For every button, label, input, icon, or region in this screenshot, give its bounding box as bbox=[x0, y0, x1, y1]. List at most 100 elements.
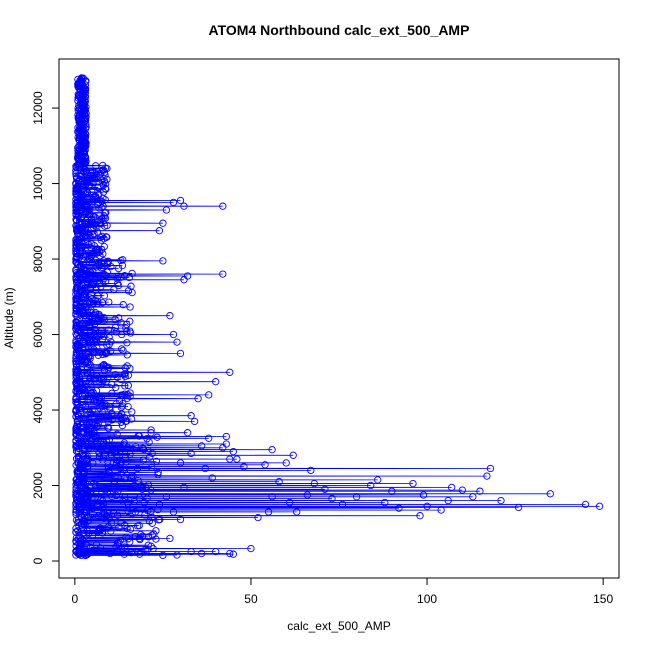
data-point bbox=[197, 442, 206, 450]
data-point bbox=[162, 206, 171, 214]
data-point bbox=[128, 509, 136, 518]
data-point bbox=[102, 401, 110, 409]
data-point bbox=[81, 402, 90, 410]
data-point bbox=[166, 534, 174, 543]
data-point bbox=[98, 215, 106, 223]
data-point bbox=[94, 292, 102, 300]
data-point bbox=[92, 162, 100, 170]
data-point bbox=[137, 530, 145, 539]
data-point bbox=[129, 482, 138, 490]
data-point bbox=[94, 184, 102, 192]
data-point bbox=[338, 500, 347, 509]
data-point bbox=[92, 284, 100, 292]
data-point bbox=[113, 547, 121, 555]
data-point bbox=[134, 476, 142, 485]
data-point bbox=[121, 453, 130, 462]
data-point bbox=[107, 450, 115, 459]
data-point bbox=[233, 455, 241, 463]
data-point bbox=[240, 463, 248, 471]
data-point bbox=[86, 352, 94, 360]
data-point bbox=[141, 511, 149, 519]
data-point bbox=[88, 495, 96, 503]
data-point bbox=[119, 346, 127, 355]
data-point bbox=[79, 290, 88, 298]
data-point bbox=[85, 360, 93, 368]
data-point bbox=[112, 543, 120, 551]
data-point bbox=[173, 338, 181, 346]
data-point bbox=[81, 339, 89, 347]
data-point bbox=[140, 498, 148, 507]
data-point bbox=[212, 378, 220, 386]
data-point bbox=[180, 276, 188, 284]
data-point bbox=[89, 267, 97, 275]
data-point bbox=[116, 413, 125, 421]
data-point bbox=[268, 446, 276, 454]
data-point bbox=[187, 547, 195, 556]
data-point bbox=[101, 214, 110, 222]
data-point bbox=[124, 390, 132, 399]
data-point bbox=[136, 550, 144, 558]
data-point bbox=[119, 301, 127, 309]
data-point bbox=[176, 196, 185, 205]
data-point bbox=[126, 450, 134, 458]
data-point bbox=[111, 473, 119, 481]
data-point bbox=[73, 217, 81, 225]
data-point bbox=[97, 236, 106, 244]
y-tick-label: 0 bbox=[31, 557, 45, 564]
data-point bbox=[135, 432, 143, 440]
data-point bbox=[143, 546, 151, 554]
data-point bbox=[80, 429, 88, 437]
data-point bbox=[96, 252, 104, 260]
data-point bbox=[190, 417, 199, 426]
x-tick-label: 0 bbox=[72, 592, 79, 606]
data-point bbox=[118, 545, 126, 553]
data-point bbox=[423, 502, 431, 510]
data-point bbox=[219, 444, 227, 452]
data-point bbox=[124, 507, 132, 515]
data-point bbox=[159, 551, 167, 560]
data-point bbox=[147, 507, 155, 516]
data-point bbox=[514, 503, 523, 512]
data-point bbox=[226, 455, 234, 463]
data-point bbox=[546, 490, 554, 498]
data-point bbox=[113, 430, 121, 438]
data-point bbox=[148, 519, 156, 527]
data-point bbox=[120, 550, 128, 558]
data-point bbox=[103, 341, 111, 349]
data-point bbox=[159, 219, 167, 227]
data-point bbox=[108, 492, 116, 501]
data-point bbox=[80, 526, 88, 535]
data-point bbox=[104, 424, 113, 433]
y-axis-label: Altitude (m) bbox=[2, 287, 16, 348]
data-point bbox=[99, 499, 108, 508]
data-point bbox=[104, 423, 112, 431]
data-point bbox=[80, 346, 88, 354]
data-point bbox=[219, 270, 227, 278]
data-point bbox=[122, 458, 130, 466]
data-point bbox=[88, 259, 97, 267]
data-point bbox=[254, 513, 262, 522]
y-tick-label: 4000 bbox=[31, 396, 45, 423]
plot-area bbox=[72, 74, 604, 560]
data-point bbox=[135, 494, 144, 502]
data-point bbox=[81, 311, 89, 319]
data-point bbox=[97, 264, 105, 272]
data-point bbox=[159, 257, 167, 265]
data-point bbox=[99, 505, 107, 513]
data-point bbox=[117, 256, 125, 265]
data-point bbox=[97, 282, 105, 291]
data-point bbox=[201, 464, 209, 473]
data-point bbox=[89, 179, 97, 187]
data-point bbox=[74, 155, 82, 164]
data-point bbox=[147, 429, 155, 437]
data-point bbox=[99, 350, 107, 359]
data-point bbox=[117, 418, 125, 426]
data-point bbox=[114, 264, 123, 273]
data-point bbox=[89, 504, 97, 513]
data-point bbox=[117, 345, 126, 353]
data-point bbox=[72, 395, 80, 404]
data-point bbox=[80, 444, 88, 452]
data-point bbox=[108, 389, 116, 398]
data-point bbox=[108, 411, 116, 419]
data-point bbox=[81, 227, 89, 236]
